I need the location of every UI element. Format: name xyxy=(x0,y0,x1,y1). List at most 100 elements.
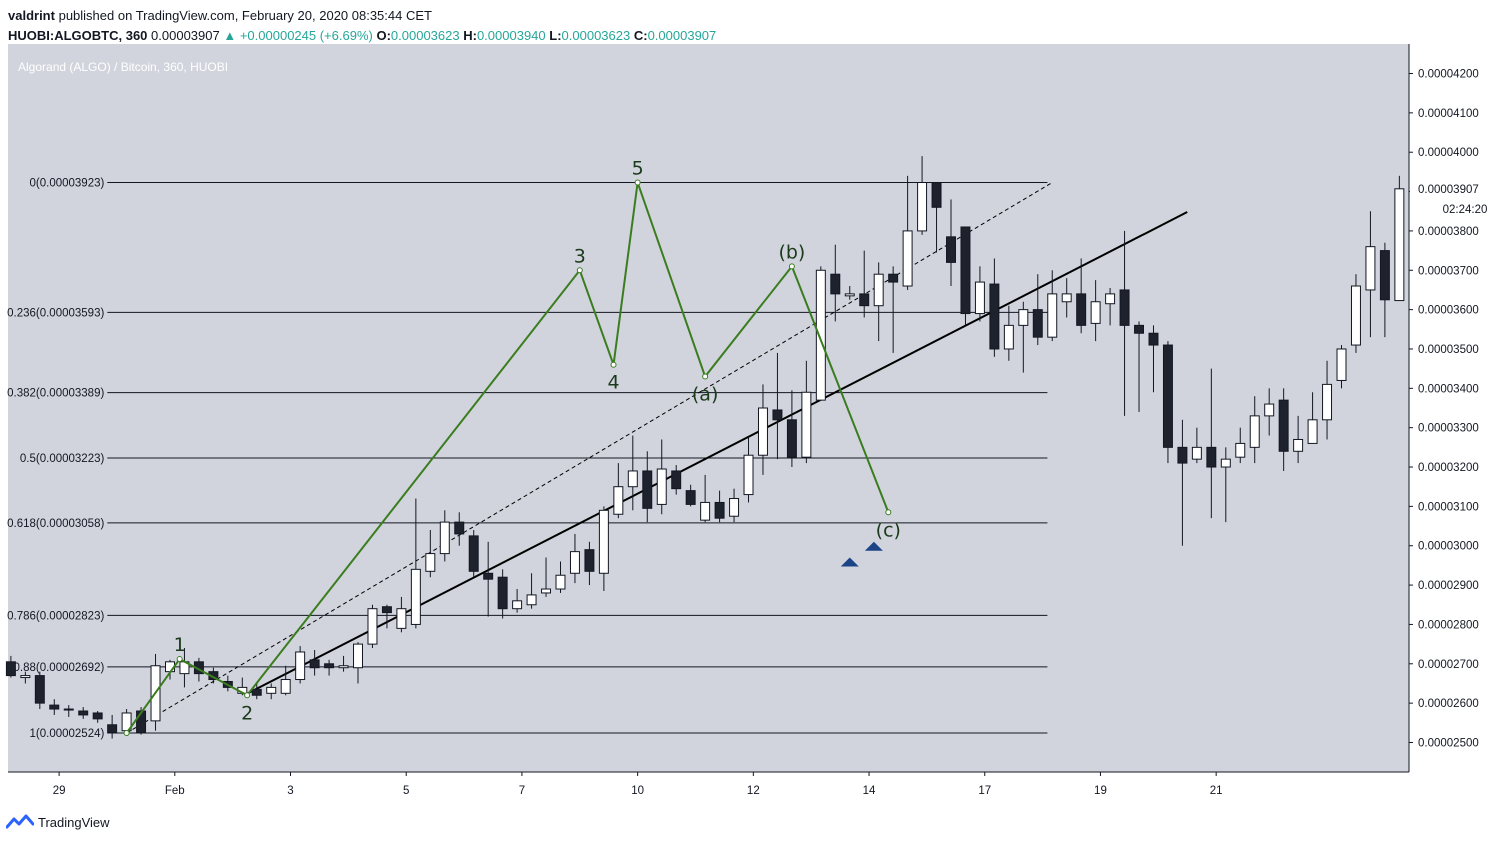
price-label: 0.00002500 xyxy=(1418,737,1479,749)
footer-brand[interactable]: TradingView xyxy=(6,814,110,830)
candle-down xyxy=(714,501,725,519)
candle-down xyxy=(772,409,783,421)
candle-up xyxy=(338,665,349,669)
candle-up xyxy=(1105,293,1116,305)
time-label: 7 xyxy=(519,785,525,797)
elliott-wave[interactable]: 1 2 3 4 5 (a) (b) (c) xyxy=(123,158,901,737)
candle-down xyxy=(946,236,956,263)
wave-point xyxy=(576,267,583,274)
candle-up xyxy=(743,454,754,496)
candle-down xyxy=(584,549,595,572)
candle-up xyxy=(1322,383,1333,421)
publish-line: valdrint published on TradingView.com, F… xyxy=(8,6,716,26)
fib-retracement[interactable]: 0(0.00003923) 0.236(0.00003593) 0.382(0.00… xyxy=(7,178,1048,741)
candle-up xyxy=(569,551,580,574)
wave-point xyxy=(702,373,709,380)
candle-up xyxy=(425,553,436,572)
up-arrow-signal xyxy=(864,541,883,551)
candle-up xyxy=(20,675,31,679)
current-price-badge xyxy=(1410,179,1500,198)
candle-up xyxy=(367,608,378,645)
wave-label: 1 xyxy=(174,634,186,656)
high-key: H: xyxy=(463,28,477,43)
candle-down xyxy=(5,661,16,677)
candle-down xyxy=(830,273,841,295)
time-label: 29 xyxy=(53,785,66,797)
candle-down xyxy=(49,704,60,710)
wave-point xyxy=(885,509,892,516)
candle-up xyxy=(280,679,291,694)
candle-down xyxy=(1379,250,1390,301)
candle-up xyxy=(512,600,523,610)
wave-label: (c) xyxy=(876,519,901,541)
wave-label: 3 xyxy=(574,245,586,267)
candle-down xyxy=(468,535,479,572)
candle-down xyxy=(483,572,494,580)
candle-up xyxy=(974,281,985,315)
price-label: 0.00002600 xyxy=(1418,698,1479,710)
price-label: 0.00002800 xyxy=(1418,619,1479,631)
candle-down xyxy=(497,576,508,610)
price-label: 0.00003400 xyxy=(1418,383,1479,395)
candle-down xyxy=(1278,399,1289,452)
candle-down xyxy=(381,606,392,614)
close-value: 0.00003907 xyxy=(647,28,717,43)
time-label: 17 xyxy=(978,785,991,797)
high-value: 0.00003940 xyxy=(476,28,546,43)
candle-up xyxy=(410,568,421,625)
candle-up xyxy=(815,269,826,401)
plot-area[interactable] xyxy=(8,44,1409,772)
time-label: Feb xyxy=(165,785,185,797)
price-label: 0.00003600 xyxy=(1418,305,1479,317)
change-value: +0.00000245 (+6.69%) xyxy=(239,28,373,43)
candle-down xyxy=(136,710,147,734)
ohlc-line: HUOBI:ALGOBTC, 360 0.00003907 ▲ +0.00000… xyxy=(8,26,716,46)
time-axis[interactable]: 29 Feb 3 5 7 10 12 14 17 19 21 xyxy=(8,771,1409,797)
candle-down xyxy=(1162,344,1173,448)
candle-down xyxy=(931,182,942,208)
price-label: 0.00003800 xyxy=(1418,226,1479,238)
price-label: 0.00004000 xyxy=(1418,147,1479,159)
time-label: 19 xyxy=(1094,785,1107,797)
low-key: L: xyxy=(549,28,562,43)
candle-down xyxy=(78,710,89,716)
signal-arrows xyxy=(840,541,883,567)
wave-point xyxy=(788,263,795,270)
tradingview-logo-icon xyxy=(6,814,34,829)
candle-down xyxy=(642,470,653,509)
up-arrow-icon: ▲ xyxy=(223,28,237,43)
candle-down xyxy=(454,521,465,535)
candle-up xyxy=(1365,246,1376,291)
wave-point xyxy=(634,179,641,186)
candle-down xyxy=(251,688,262,696)
low-value: 0.00003623 xyxy=(561,28,631,43)
candle-down xyxy=(671,470,682,490)
fib-level-label: 0.88(0.00002692) xyxy=(14,662,105,674)
candle-up xyxy=(1264,403,1275,417)
candle-up xyxy=(627,470,638,488)
candle-down xyxy=(1206,446,1217,468)
candle-down xyxy=(324,663,335,669)
time-label: 10 xyxy=(631,785,644,797)
publisher-name[interactable]: valdrint xyxy=(8,8,55,23)
candle-up xyxy=(1235,442,1246,458)
candle-down xyxy=(989,283,1000,350)
wave-point xyxy=(123,730,130,737)
candle-up xyxy=(295,651,306,681)
price-axis[interactable]: 0.000042000.000041000.000040000.00003900… xyxy=(1408,44,1500,772)
candle-up xyxy=(1350,285,1361,346)
candle-up xyxy=(757,407,768,456)
close-key: C: xyxy=(633,28,648,43)
price-chart[interactable]: 0(0.00003923) 0.236(0.00003593) 0.382(0.00… xyxy=(0,44,1504,806)
candle-up xyxy=(844,293,855,297)
open-key: O: xyxy=(376,28,391,43)
fib-level-label: 0.5(0.00003223) xyxy=(20,453,105,465)
publish-text: published on TradingView.com, February 2… xyxy=(58,8,432,23)
price-label: 0.00003000 xyxy=(1418,541,1479,553)
countdown-badge xyxy=(1431,199,1499,217)
fib-level-label: 0.786(0.00002823) xyxy=(7,610,104,622)
candle-up xyxy=(656,468,667,505)
candle-up xyxy=(598,509,609,574)
fib-level-label: 0(0.00003923) xyxy=(30,178,105,190)
candle-up xyxy=(353,643,363,669)
